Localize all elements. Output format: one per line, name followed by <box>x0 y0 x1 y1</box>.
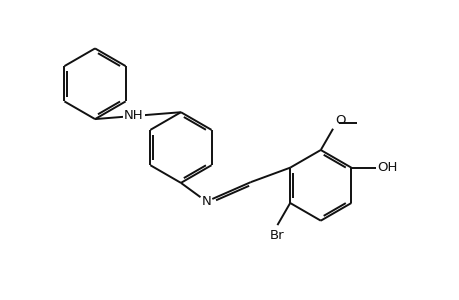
Text: OH: OH <box>376 161 397 174</box>
Text: Br: Br <box>269 229 284 242</box>
Text: N: N <box>201 195 211 208</box>
Text: O: O <box>335 114 345 127</box>
Text: NH: NH <box>123 110 143 122</box>
